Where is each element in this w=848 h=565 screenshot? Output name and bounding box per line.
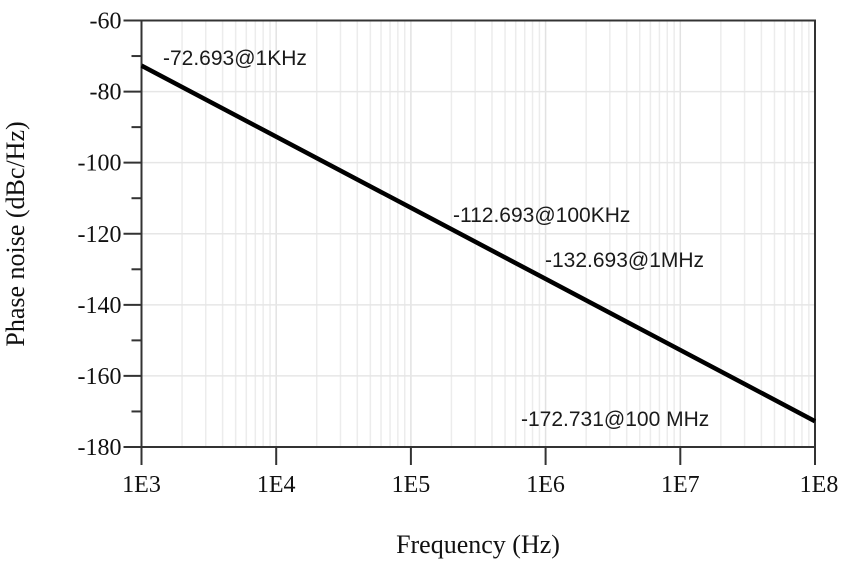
x-tick-label: 1E5 bbox=[392, 472, 431, 498]
annotation-label: -112.693@100KHz bbox=[453, 204, 630, 227]
annotation-label: -72.693@1KHz bbox=[163, 47, 307, 70]
y-tick-label: -120 bbox=[78, 222, 122, 248]
y-tick-label: -160 bbox=[78, 364, 122, 390]
x-tick-label: 1E8 bbox=[800, 472, 839, 498]
annotation-label: -172.731@100 MHz bbox=[521, 408, 709, 431]
x-tick-label: 1E6 bbox=[526, 472, 565, 498]
x-axis-ticks: 1E3 1E4 1E5 1E6 1E7 1E8 bbox=[122, 447, 838, 498]
y-tick-label: -180 bbox=[78, 435, 122, 461]
x-axis-label: Frequency (Hz) bbox=[396, 530, 560, 559]
y-tick-label: -140 bbox=[78, 293, 122, 319]
y-tick-label: -60 bbox=[90, 9, 122, 35]
x-tick-label: 1E4 bbox=[257, 472, 296, 498]
data-annotations: -72.693@1KHz -112.693@100KHz -132.693@1MHz… bbox=[163, 47, 709, 431]
x-tick-label: 1E3 bbox=[122, 472, 161, 498]
x-tick-label: 1E7 bbox=[661, 472, 700, 498]
y-axis-label: Phase noise (dBc/Hz) bbox=[1, 121, 30, 346]
y-tick-label: -100 bbox=[78, 151, 122, 177]
phase-noise-line bbox=[140, 63, 817, 424]
annotation-label: -132.693@1MHz bbox=[545, 249, 704, 272]
y-tick-label: -80 bbox=[90, 80, 122, 106]
grid-lines bbox=[141, 20, 815, 447]
y-axis-ticks: -60 -80 -100 -120 -140 -160 -180 bbox=[78, 9, 142, 461]
